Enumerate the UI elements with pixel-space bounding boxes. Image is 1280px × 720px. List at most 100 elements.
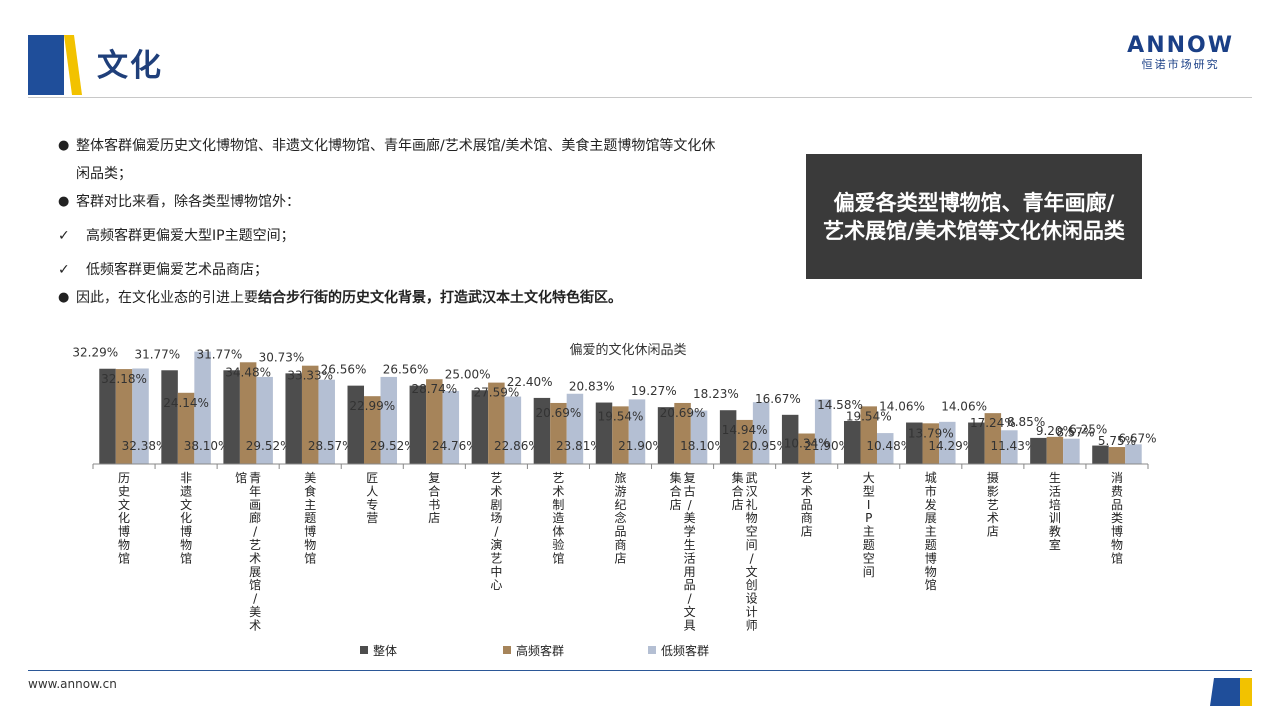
footer-brand-mark-icon xyxy=(1210,678,1252,706)
data-label: 22.40% xyxy=(507,375,553,389)
data-label: 9.20% xyxy=(1036,424,1074,438)
data-label: 14.29% xyxy=(928,439,974,453)
bar xyxy=(814,399,832,464)
data-label: 26.56% xyxy=(383,363,429,377)
callout-line: 偏爱各类型博物馆、青年画廊/ xyxy=(833,190,1115,215)
bullet-dot-icon: ● xyxy=(58,194,70,209)
data-label: 31.77% xyxy=(197,347,243,361)
data-label: 14.06% xyxy=(879,400,925,414)
x-tick-label: 匠人专营 xyxy=(366,471,378,525)
data-label: 10.48% xyxy=(866,439,912,453)
data-label: 38.10% xyxy=(184,439,230,453)
bar xyxy=(115,369,133,464)
legend-label: 低频客群 xyxy=(661,643,709,658)
data-label: 28.74% xyxy=(411,382,457,396)
checkmark-icon: ✓ xyxy=(58,228,70,244)
bar xyxy=(1046,436,1064,464)
bar xyxy=(843,420,861,464)
bar xyxy=(939,421,956,464)
page-title: 文化 xyxy=(97,48,163,84)
check-text: 高频客群更偏爱大型IP主题空间； xyxy=(86,228,295,244)
data-label: 21.90% xyxy=(618,439,664,453)
bullet-item: ● 客群对比来看，除各类型博物馆外： xyxy=(58,188,728,216)
bar xyxy=(860,406,877,464)
bar xyxy=(364,396,381,464)
bar xyxy=(533,397,551,464)
bullet-item: ● 因此，在文化业态的引进上要结合步行街的历史文化背景，打造武汉本土文化特色街区… xyxy=(58,284,728,312)
footer-url: www.annow.cn xyxy=(28,677,117,691)
data-label: 28.57% xyxy=(308,439,354,453)
data-label: 20.69% xyxy=(660,406,706,420)
check-item: ✓ 高频客群更偏爱大型IP主题空间； xyxy=(58,222,728,250)
x-tick-label: 艺术剧场/演艺中心 xyxy=(490,471,502,592)
bar xyxy=(194,351,211,464)
chart-title: 偏爱的文化休闲品类 xyxy=(569,342,686,358)
key-finding-callout: 偏爱各类型博物馆、青年画廊/ 艺术展馆/美术馆等文化休闲品类 xyxy=(806,154,1142,279)
check-text: 低频客群更偏爱艺术品商店； xyxy=(86,262,268,278)
brand-logo: ANNOW 恒诺市场研究 xyxy=(1127,33,1234,72)
data-label: 10.34% xyxy=(784,437,830,451)
data-label: 20.95% xyxy=(742,439,788,453)
bar xyxy=(690,410,708,464)
bar xyxy=(628,399,646,464)
data-label: 31.77% xyxy=(134,347,180,361)
data-label: 27.59% xyxy=(473,386,519,400)
brand-subtitle: 恒诺市场研究 xyxy=(1141,58,1220,71)
legend-swatch xyxy=(360,646,368,654)
data-label: 30.73% xyxy=(259,350,305,364)
footer-divider xyxy=(28,670,1252,671)
data-label: 19.54% xyxy=(846,409,892,423)
x-tick-label: 武汉礼物空间/文创设计师集合店 xyxy=(732,470,758,632)
data-label: 22.86% xyxy=(494,439,540,453)
data-label: 32.29% xyxy=(72,346,118,360)
legend-swatch xyxy=(503,646,511,654)
bar xyxy=(781,414,799,464)
data-label: 6.25% xyxy=(1069,423,1107,437)
brand-name: ANNOW xyxy=(1127,33,1234,58)
x-tick-label: 复古/美学生活用品/文具集合店 xyxy=(670,470,696,632)
data-label: 18.10% xyxy=(680,439,726,453)
data-label: 11.43% xyxy=(990,439,1036,453)
bar xyxy=(99,368,116,464)
data-label: 32.38% xyxy=(122,439,168,453)
bar xyxy=(1001,430,1018,464)
data-label: 16.67% xyxy=(755,392,801,406)
bullet-item: ● 整体客群偏爱历史文化博物馆、非遗文化博物馆、青年画廊/艺术展馆/美术馆、美食… xyxy=(58,132,728,188)
bar xyxy=(471,390,489,464)
bar xyxy=(256,376,273,464)
data-label: 23.81% xyxy=(556,439,602,453)
x-tick-label: 青年画廊/艺术展馆/美术馆 xyxy=(235,470,261,632)
legend-label: 整体 xyxy=(373,643,397,658)
bar xyxy=(1030,437,1047,464)
bullet-list: ● 整体客群偏爱历史文化博物馆、非遗文化博物馆、青年画廊/艺术展馆/美术馆、美食… xyxy=(58,132,728,312)
bar xyxy=(876,433,894,464)
data-label: 14.06% xyxy=(941,400,987,414)
bar xyxy=(657,407,675,464)
bar xyxy=(798,433,815,464)
bar xyxy=(736,419,753,464)
bar xyxy=(318,379,335,464)
data-label: 6.67% xyxy=(1118,431,1156,445)
data-label: 24.76% xyxy=(432,439,478,453)
data-label: 24.14% xyxy=(163,396,209,410)
x-tick-label: 非遗文化博物馆 xyxy=(180,471,192,565)
bar xyxy=(1108,447,1126,464)
x-tick-label: 艺术制造体验馆 xyxy=(552,471,564,565)
bullet-text: 客群对比来看，除各类型博物馆外： xyxy=(76,194,300,210)
data-label: 20.69% xyxy=(536,406,582,420)
bar xyxy=(906,422,923,464)
x-tick-label: 复合书店 xyxy=(428,471,440,525)
bar xyxy=(426,379,443,464)
bar xyxy=(612,406,629,464)
data-label: 25.00% xyxy=(445,367,491,381)
x-tick-label: 消费品类博物馆 xyxy=(1111,471,1123,565)
data-label: 8.57% xyxy=(1056,426,1094,440)
data-label: 18.23% xyxy=(693,387,739,401)
data-label: 5.75% xyxy=(1098,434,1136,448)
bar xyxy=(504,396,522,464)
x-tick-label: 生活培训教室 xyxy=(1049,471,1061,552)
bar xyxy=(1092,445,1109,464)
bar xyxy=(409,385,427,464)
callout-line: 艺术展馆/美术馆等文化休闲品类 xyxy=(823,218,1125,243)
culture-preference-bar-chart: 偏爱的文化休闲品类 32.29% 32.18% 32.38% 31.77% 24.14% 3… xyxy=(72,342,1156,658)
